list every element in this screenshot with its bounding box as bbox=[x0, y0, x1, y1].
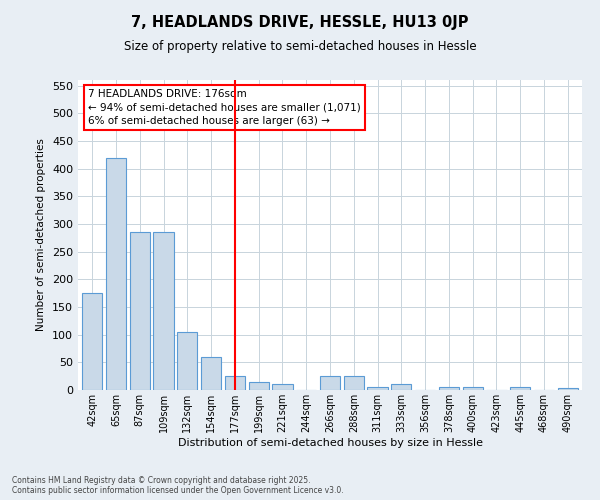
Bar bbox=[320, 376, 340, 390]
Text: 7, HEADLANDS DRIVE, HESSLE, HU13 0JP: 7, HEADLANDS DRIVE, HESSLE, HU13 0JP bbox=[131, 15, 469, 30]
Text: 7 HEADLANDS DRIVE: 176sqm
← 94% of semi-detached houses are smaller (1,071)
6% o: 7 HEADLANDS DRIVE: 176sqm ← 94% of semi-… bbox=[88, 90, 361, 126]
Bar bbox=[344, 376, 364, 390]
Text: Size of property relative to semi-detached houses in Hessle: Size of property relative to semi-detach… bbox=[124, 40, 476, 53]
Bar bbox=[391, 384, 412, 390]
Bar bbox=[557, 388, 578, 390]
Bar bbox=[439, 387, 459, 390]
Bar bbox=[82, 293, 103, 390]
Y-axis label: Number of semi-detached properties: Number of semi-detached properties bbox=[37, 138, 46, 332]
Bar bbox=[272, 384, 293, 390]
Bar bbox=[248, 382, 269, 390]
Bar bbox=[201, 357, 221, 390]
Bar bbox=[225, 376, 245, 390]
Bar bbox=[106, 158, 126, 390]
Bar bbox=[177, 332, 197, 390]
Bar bbox=[367, 387, 388, 390]
Bar bbox=[130, 232, 150, 390]
Bar bbox=[154, 232, 173, 390]
Bar bbox=[463, 387, 483, 390]
Text: Contains HM Land Registry data © Crown copyright and database right 2025.
Contai: Contains HM Land Registry data © Crown c… bbox=[12, 476, 344, 495]
Bar bbox=[510, 387, 530, 390]
X-axis label: Distribution of semi-detached houses by size in Hessle: Distribution of semi-detached houses by … bbox=[178, 438, 482, 448]
